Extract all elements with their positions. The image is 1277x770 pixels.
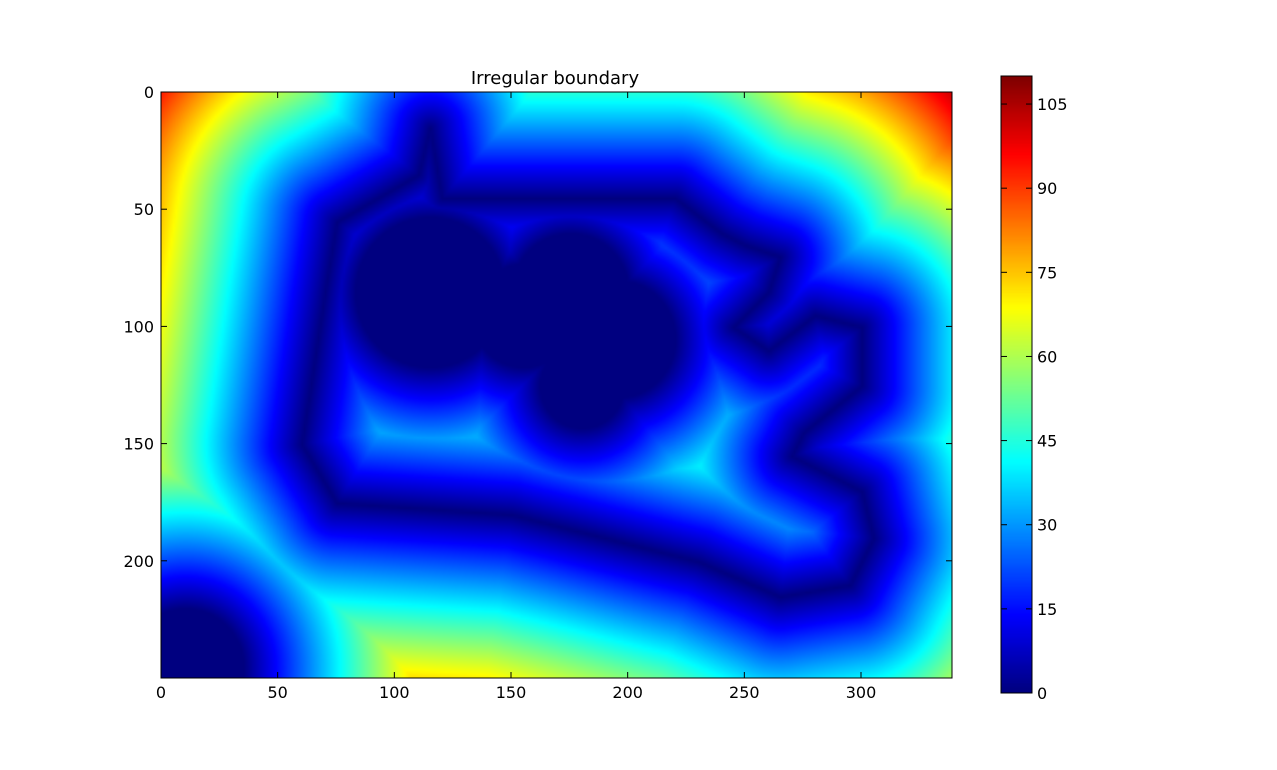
- y-tick-label: 50: [134, 200, 154, 219]
- colorbar-tick-label: 90: [1037, 179, 1057, 198]
- x-tick-label: 100: [379, 683, 410, 702]
- y-tick-label: 100: [123, 317, 154, 336]
- y-tick-label: 200: [123, 552, 154, 571]
- colorbar-tick-label: 15: [1037, 600, 1057, 619]
- colorbar-ticks: 0 15 30 45 60 75 90 105: [1001, 95, 1068, 703]
- colorbar-tick-label: 30: [1037, 516, 1057, 535]
- colorbar-tick-label: 75: [1037, 263, 1057, 282]
- colorbar-gradient: [1001, 76, 1032, 693]
- colorbar-tick-label: 105: [1037, 95, 1068, 114]
- colorbar-tick-label: 60: [1037, 347, 1057, 366]
- x-tick-label: 150: [496, 683, 527, 702]
- x-tick-label: 250: [729, 683, 760, 702]
- heatmap-image: [161, 92, 952, 678]
- x-axis: 0 50 100 150 200 250 300: [156, 92, 876, 702]
- x-tick-label: 0: [156, 683, 166, 702]
- colorbar-frame: [1000, 75, 1033, 694]
- colorbar-tick-label: 45: [1037, 432, 1057, 451]
- y-tick-label: 150: [123, 435, 154, 454]
- colorbar: 0 15 30 45 60 75 90 105: [1000, 75, 1068, 703]
- plot-frame: [160, 91, 953, 679]
- x-tick-label: 200: [612, 683, 643, 702]
- heatmap-canvas: [161, 92, 952, 678]
- colorbar-canvas: [1001, 76, 1032, 693]
- colorbar-tick-label: 0: [1037, 684, 1047, 703]
- x-tick-label: 50: [267, 683, 287, 702]
- y-tick-label: 0: [144, 83, 154, 102]
- chart-title: Irregular boundary: [471, 68, 640, 89]
- plot-area: [160, 91, 953, 679]
- x-tick-label: 300: [846, 683, 877, 702]
- y-axis: 0 50 100 150 200: [123, 83, 952, 571]
